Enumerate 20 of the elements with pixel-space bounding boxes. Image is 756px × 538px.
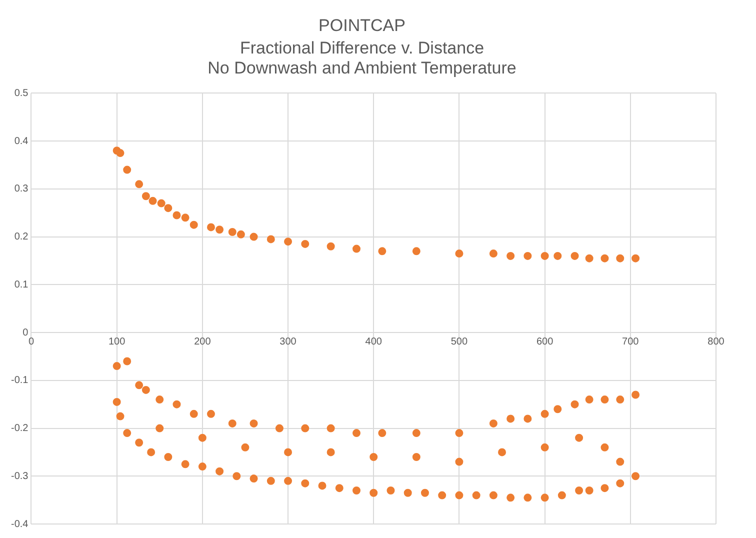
y-tick-label: 0.5 <box>14 88 29 99</box>
y-tick-label: 0.4 <box>14 136 29 147</box>
x-tick-label: 600 <box>536 336 554 348</box>
y-tick-label: 0.2 <box>14 232 29 243</box>
y-tick-label: 0 <box>22 327 29 338</box>
x-tick-label: 200 <box>194 336 212 348</box>
y-tick-label: -0.3 <box>10 470 29 482</box>
y-tick-label: -0.4 <box>10 518 29 530</box>
x-tick-label: 500 <box>450 336 468 348</box>
x-tick-label: 100 <box>108 336 126 348</box>
y-tick-label: -0.1 <box>10 375 29 386</box>
x-tick-label: 300 <box>280 336 297 348</box>
y-tick-label: -0.2 <box>10 423 29 434</box>
x-tick-label: 400 <box>365 336 382 348</box>
chart-title: POINTCAP <box>318 16 406 35</box>
y-tick-label: 0.3 <box>14 184 29 195</box>
chart-subtitle: Fractional Difference v. Distance No Downwash and Ambient Temperature <box>208 38 516 78</box>
x-tick-label: 800 <box>708 336 725 348</box>
x-tick-label: 700 <box>622 336 640 348</box>
y-tick-label: 0.1 <box>14 279 29 290</box>
